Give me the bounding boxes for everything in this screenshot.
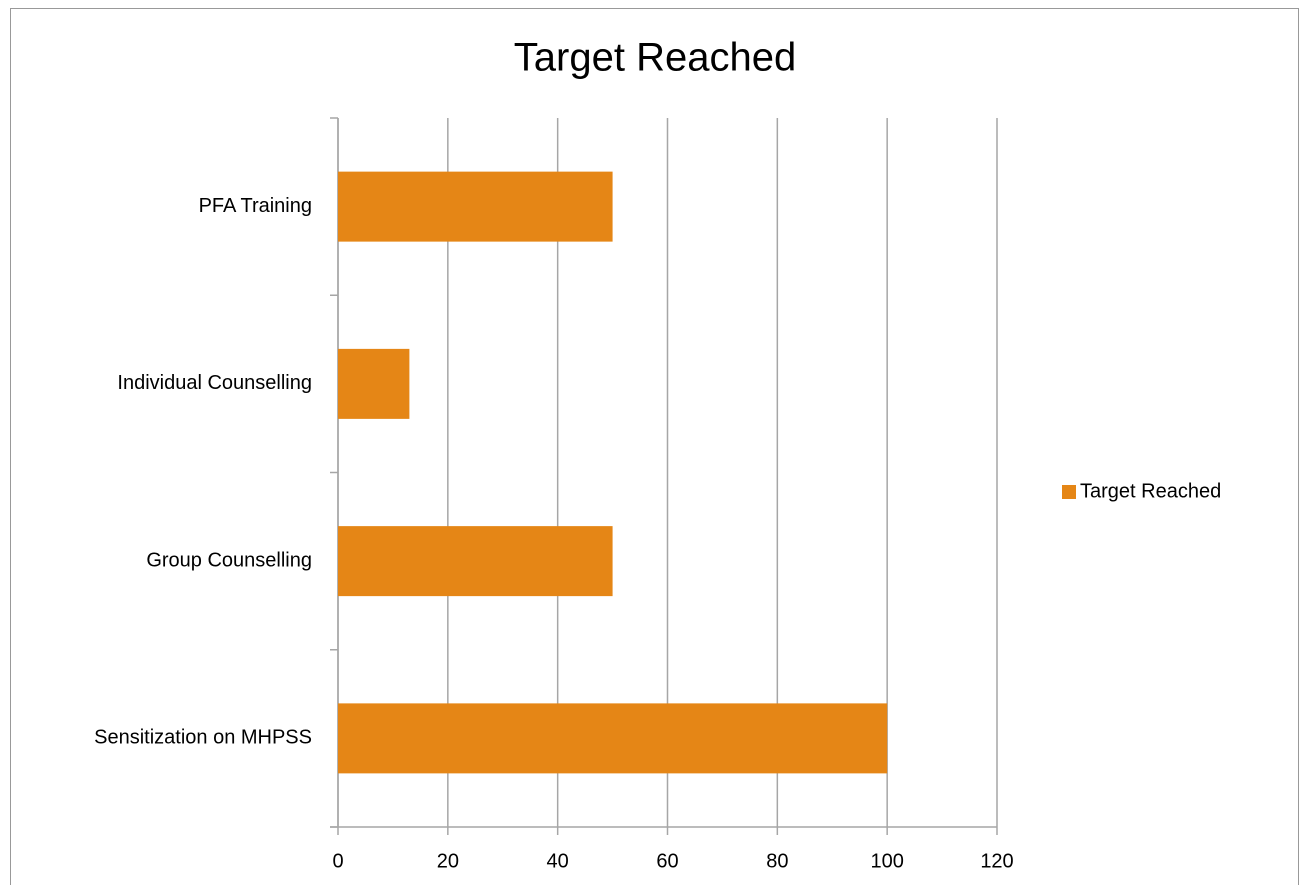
y-tick-label: PFA Training (199, 195, 312, 217)
x-tick-label: 80 (766, 850, 788, 872)
x-tick-label: 0 (332, 850, 343, 872)
x-tick-label: 40 (547, 850, 569, 872)
y-tick-label: Individual Counselling (117, 372, 312, 394)
chart-title: Target Reached (514, 36, 796, 80)
x-tick-label: 100 (870, 850, 903, 872)
bar (338, 703, 888, 774)
bar (338, 348, 410, 419)
legend-swatch (1062, 485, 1076, 499)
y-tick-label: Sensitization on MHPSS (94, 727, 312, 749)
x-tick-label: 120 (980, 850, 1013, 872)
x-tick-label: 20 (437, 850, 459, 872)
legend-label: Target Reached (1080, 480, 1221, 502)
bar (338, 526, 613, 597)
x-tick-label: 60 (656, 850, 678, 872)
bar (338, 171, 613, 242)
y-tick-label: Group Counselling (146, 549, 312, 571)
